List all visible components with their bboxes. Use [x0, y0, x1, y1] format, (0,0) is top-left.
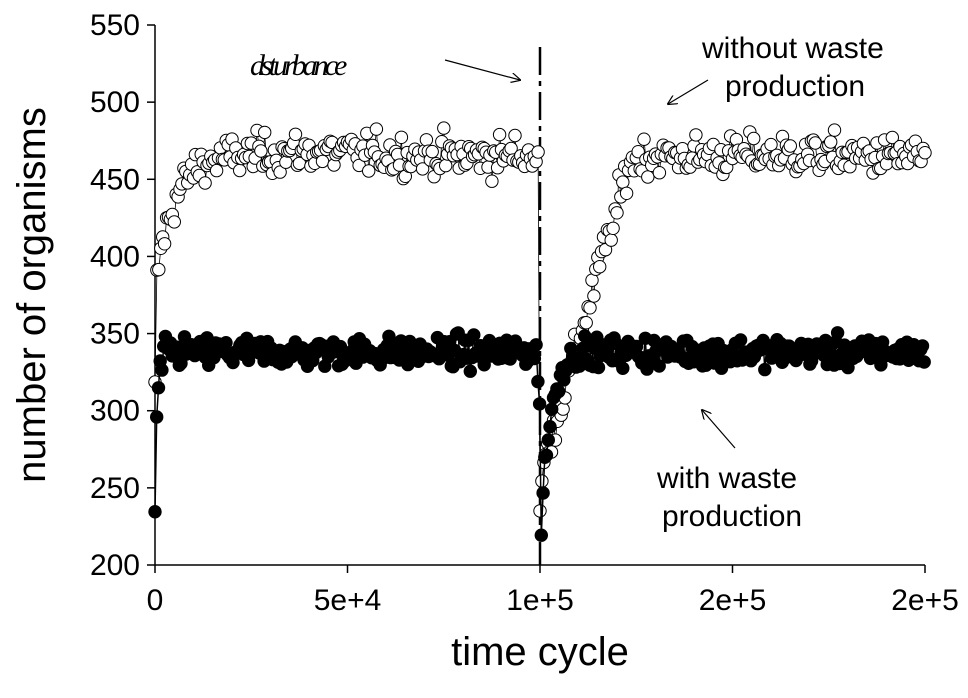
- without-waste-point: [748, 132, 760, 144]
- with-waste-point: [918, 356, 930, 368]
- without-waste-point: [607, 222, 619, 234]
- without-waste-point: [784, 140, 796, 152]
- without-waste-point: [536, 475, 548, 487]
- with-waste-point: [553, 385, 565, 397]
- without-waste-point: [828, 124, 840, 136]
- y-axis-label: number of organisms: [10, 107, 54, 483]
- with-waste-point: [592, 361, 604, 373]
- with-waste-point: [617, 362, 629, 374]
- with-waste-point: [220, 337, 232, 349]
- y-axis-ticks: 200 250 300 350 400 450 500 550: [90, 9, 155, 582]
- without-waste-point: [919, 147, 931, 159]
- x-tick-label: 5e+4: [314, 584, 382, 617]
- without-waste-point: [363, 165, 375, 177]
- without-waste-annotation-arrow: [668, 80, 708, 104]
- with-waste-annotation-line2: production: [662, 500, 802, 533]
- with-waste-point: [546, 403, 558, 415]
- without-waste-point: [653, 167, 665, 179]
- x-tick-label: 2e+5: [891, 584, 959, 617]
- with-waste-point: [464, 365, 476, 377]
- without-waste-point: [588, 290, 600, 302]
- without-waste-point: [620, 187, 632, 199]
- without-waste-point: [486, 175, 498, 187]
- without-waste-point: [532, 146, 544, 158]
- without-waste-point: [605, 234, 617, 246]
- with-waste-point: [535, 529, 547, 541]
- without-waste-point: [534, 505, 546, 517]
- without-waste-point: [259, 126, 271, 138]
- with-waste-point: [540, 449, 552, 461]
- without-waste-point: [584, 302, 596, 314]
- without-waste-point: [809, 137, 821, 149]
- x-tick-label: 1e+5: [506, 584, 574, 617]
- without-waste-point: [168, 216, 180, 228]
- disturbance-annotation: dsturbance: [250, 49, 347, 82]
- without-waste-point: [594, 261, 606, 273]
- without-waste-point: [316, 155, 328, 167]
- without-waste-point: [234, 164, 246, 176]
- with-waste-point: [916, 340, 928, 352]
- with-waste-point: [537, 487, 549, 499]
- with-waste-point: [528, 352, 540, 364]
- y-tick-label: 550: [90, 9, 140, 42]
- y-tick-label: 500: [90, 86, 140, 119]
- with-waste-point: [151, 411, 163, 423]
- with-waste-point: [530, 339, 542, 351]
- without-waste-point: [557, 403, 569, 415]
- without-waste-point: [617, 176, 629, 188]
- without-waste-point: [395, 131, 407, 143]
- without-waste-point: [438, 122, 450, 134]
- y-tick-label: 450: [90, 163, 140, 196]
- with-waste-point: [152, 382, 164, 394]
- without-waste-annotation-line2: production: [725, 70, 865, 103]
- x-axis-label: time cycle: [451, 630, 629, 674]
- without-waste-point: [690, 129, 702, 141]
- without-waste-point: [638, 133, 650, 145]
- without-waste-point: [158, 238, 170, 250]
- with-waste-point: [149, 506, 161, 518]
- without-waste-point: [493, 128, 505, 140]
- with-waste-point: [533, 398, 545, 410]
- without-waste-point: [825, 136, 837, 148]
- without-waste-point: [580, 317, 592, 329]
- without-waste-point: [611, 207, 623, 219]
- without-waste-point: [420, 134, 432, 146]
- with-waste-point: [831, 327, 843, 339]
- with-waste-point: [532, 375, 544, 387]
- x-tick-label: 0: [147, 584, 164, 617]
- without-waste-point: [153, 263, 165, 275]
- without-waste-annotation-line1: without waste: [701, 32, 884, 65]
- without-waste-point: [426, 145, 438, 157]
- with-waste-annotation-arrow: [702, 410, 735, 448]
- y-tick-label: 350: [90, 318, 140, 351]
- with-waste-point: [156, 364, 168, 376]
- x-axis-ticks: 0 5e+4 1e+5 2e+5 2e+5: [147, 565, 959, 617]
- without-waste-point: [210, 164, 222, 176]
- with-waste-point: [759, 363, 771, 375]
- disturbance-annotation-arrow: [445, 60, 520, 80]
- with-waste-point: [468, 329, 480, 341]
- y-tick-label: 200: [90, 549, 140, 582]
- without-waste-point: [199, 177, 211, 189]
- with-waste-point: [734, 334, 746, 346]
- y-tick-label: 250: [90, 472, 140, 505]
- with-waste-point: [542, 434, 554, 446]
- y-tick-label: 400: [90, 240, 140, 273]
- without-waste-point: [255, 145, 267, 157]
- with-waste-annotation-line1: with waste: [656, 462, 797, 495]
- x-tick-label: 2e+5: [699, 584, 767, 617]
- without-waste-point: [289, 128, 301, 140]
- without-waste-point: [370, 123, 382, 135]
- without-waste-point: [280, 156, 292, 168]
- with-waste-point: [544, 421, 556, 433]
- y-tick-label: 300: [90, 395, 140, 428]
- without-waste-point: [509, 129, 521, 141]
- without-waste-point: [642, 171, 654, 183]
